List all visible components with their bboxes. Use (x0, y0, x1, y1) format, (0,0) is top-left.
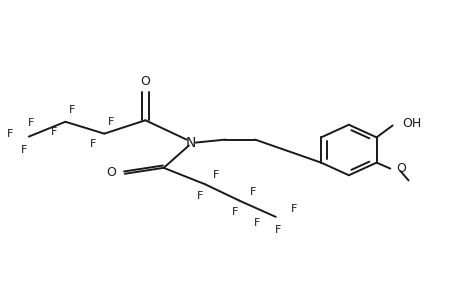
Text: F: F (69, 105, 75, 115)
Text: F: F (7, 129, 14, 139)
Text: O: O (140, 75, 150, 88)
Text: N: N (185, 136, 196, 150)
Text: O: O (106, 166, 116, 179)
Text: O: O (395, 162, 405, 175)
Text: F: F (249, 187, 256, 196)
Text: F: F (21, 145, 28, 155)
Text: F: F (290, 204, 297, 214)
Text: F: F (231, 207, 237, 218)
Text: F: F (50, 127, 57, 137)
Text: F: F (213, 170, 219, 180)
Text: F: F (274, 225, 280, 235)
Text: F: F (108, 117, 114, 127)
Text: F: F (28, 118, 34, 128)
Text: F: F (90, 139, 96, 149)
Text: OH: OH (402, 117, 421, 130)
Text: F: F (196, 191, 203, 201)
Text: F: F (254, 218, 260, 228)
